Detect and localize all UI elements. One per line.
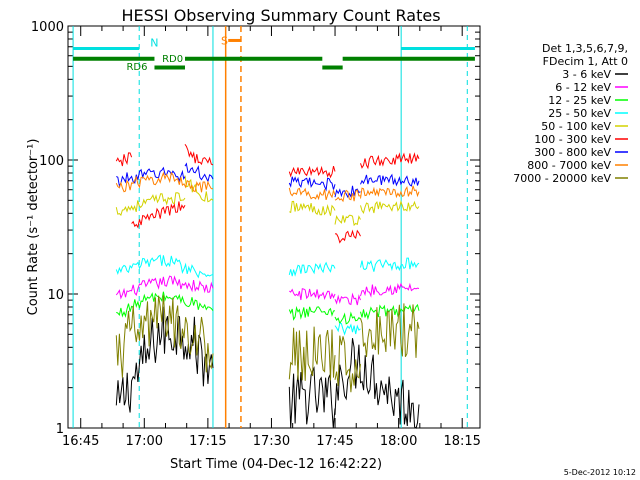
y-tick-label: 1000 xyxy=(31,20,64,35)
series-line-50-100-kev xyxy=(334,214,361,227)
saa-label: S xyxy=(221,34,228,47)
series-line-12-25-kev xyxy=(334,311,361,325)
x-tick-label: 17:30 xyxy=(253,434,290,449)
series-line-7000-20000-kev xyxy=(288,326,336,381)
y-tick-label: 1 xyxy=(56,422,64,437)
legend-label: 300 - 800 keV xyxy=(534,146,611,159)
y-tick-label: 100 xyxy=(39,154,64,169)
series-line-100-300-kev xyxy=(184,144,214,166)
series-line-25-50-kev xyxy=(334,322,361,336)
footer-timestamp: 5-Dec-2012 10:12 xyxy=(564,468,636,477)
legend: Det 1,3,5,6,7,9, FDecim 1, Att 0 3 - 6 k… xyxy=(513,42,628,185)
y-tick-label: 10 xyxy=(47,288,64,303)
series-line-100-300-kev xyxy=(334,229,361,244)
series-line-50-100-kev xyxy=(289,200,336,216)
legend-label: 7000 - 20000 keV xyxy=(513,172,611,185)
series-line-50-100-kev xyxy=(115,192,186,217)
series-line-100-300-kev xyxy=(288,165,336,179)
x-tick-label: 17:45 xyxy=(316,434,353,449)
y-axis-ticks: 1 10 100 1000 xyxy=(31,20,480,437)
series-layer xyxy=(115,144,420,429)
plot-frame xyxy=(67,25,481,429)
series-line-300-800-kev xyxy=(334,185,361,199)
plot-area: 1 10 100 1000 16:45 17:00 17:15 17:30 17:45 18:0… xyxy=(31,20,481,449)
series-line-800-7000-kev xyxy=(115,171,214,193)
series-line-6-12-kev xyxy=(289,288,336,301)
legend-label: 12 - 25 keV xyxy=(548,94,611,107)
series-line-100-300-kev xyxy=(131,201,186,229)
legend-header-line-2: FDecim 1, Att 0 xyxy=(543,55,628,68)
series-line-6-12-kev xyxy=(115,275,214,300)
series-line-300-800-kev xyxy=(116,166,186,188)
night-label: N xyxy=(150,36,158,49)
series-line-300-800-kev xyxy=(288,176,336,192)
legend-label: 50 - 100 keV xyxy=(541,120,611,133)
series-line-50-100-kev xyxy=(360,200,420,214)
series-line-7000-20000-kev xyxy=(115,295,214,378)
series-line-100-300-kev xyxy=(360,152,420,170)
series-line-7000-20000-kev xyxy=(360,303,420,358)
x-tick-label: 17:15 xyxy=(189,434,226,449)
series-line-300-800-kev xyxy=(360,173,420,187)
decimation-label: RD0 xyxy=(162,54,183,65)
legend-label: 3 - 6 keV xyxy=(562,68,611,81)
y-axis-label: Count Rate (s⁻¹ detector⁻¹) xyxy=(26,139,41,316)
series-line-3-6-kev xyxy=(115,306,214,413)
x-tick-label: 18:15 xyxy=(443,434,480,449)
annotation-layer: N S RD0 RD6 xyxy=(72,26,475,428)
series-line-12-25-kev xyxy=(116,291,214,318)
series-line-3-6-kev xyxy=(334,338,420,429)
x-tick-label: 17:00 xyxy=(126,434,163,449)
series-line-800-7000-kev xyxy=(360,185,420,199)
legend-label: 800 - 7000 keV xyxy=(527,159,611,172)
series-line-3-6-kev xyxy=(288,366,336,429)
legend-label: 100 - 300 keV xyxy=(534,133,611,146)
series-line-6-12-kev xyxy=(360,282,420,298)
x-axis-ticks: 16:45 17:00 17:15 17:30 17:45 18:00 18:15 xyxy=(62,26,481,449)
legend-label: 6 - 12 keV xyxy=(555,81,611,94)
series-line-25-50-kev xyxy=(115,254,214,279)
series-line-25-50-kev xyxy=(360,257,420,272)
series-line-12-25-kev xyxy=(360,303,420,321)
series-line-7000-20000-kev xyxy=(334,335,361,393)
series-line-12-25-kev xyxy=(288,305,336,321)
legend-header-line-1: Det 1,3,5,6,7,9, xyxy=(542,42,628,55)
chart-title: HESSI Observing Summary Count Rates xyxy=(121,6,440,25)
series-line-800-7000-kev xyxy=(288,187,336,201)
series-line-100-300-kev xyxy=(115,152,133,167)
series-line-800-7000-kev xyxy=(334,189,361,203)
x-tick-label: 18:00 xyxy=(380,434,417,449)
series-line-25-50-kev xyxy=(288,261,336,277)
series-line-300-800-kev xyxy=(184,162,214,183)
decimation-label: RD6 xyxy=(126,62,147,73)
series-line-6-12-kev xyxy=(334,292,361,306)
legend-label: 25 - 50 keV xyxy=(548,107,611,120)
x-axis-label: Start Time (04-Dec-12 16:42:22) xyxy=(170,457,382,472)
x-tick-label: 16:45 xyxy=(62,434,99,449)
